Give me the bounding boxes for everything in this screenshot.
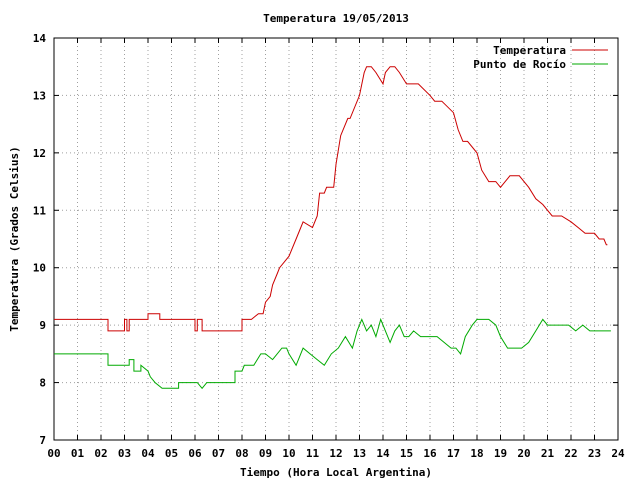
x-tick-label: 01 xyxy=(71,447,85,460)
x-tick-label: 11 xyxy=(306,447,320,460)
series-line-temperatura xyxy=(54,66,608,332)
x-tick-label: 09 xyxy=(259,447,272,460)
plot-frame xyxy=(53,37,619,441)
x-tick-label: 12 xyxy=(329,447,342,460)
x-tick-label: 10 xyxy=(282,447,295,460)
x-tick-label: 07 xyxy=(212,447,225,460)
y-tick-label: 13 xyxy=(33,89,46,102)
x-tick-label: 16 xyxy=(423,447,437,460)
x-tick-label: 14 xyxy=(376,447,390,460)
x-tick-label: 02 xyxy=(94,447,107,460)
y-tick-label: 14 xyxy=(33,32,47,45)
x-tick-label: 21 xyxy=(541,447,555,460)
y-tick-label: 8 xyxy=(39,377,46,390)
x-tick-label: 20 xyxy=(517,447,530,460)
x-tick-label: 15 xyxy=(400,447,413,460)
legend-label: Temperatura xyxy=(493,44,566,57)
series-lines xyxy=(54,66,611,390)
x-tick-label: 17 xyxy=(447,447,460,460)
x-tick-label: 13 xyxy=(353,447,366,460)
x-tick-label: 05 xyxy=(165,447,178,460)
y-tick-label: 9 xyxy=(39,319,46,332)
x-axis-label: Tiempo (Hora Local Argentina) xyxy=(240,466,432,479)
x-tick-label: 04 xyxy=(141,447,155,460)
x-tick-label: 24 xyxy=(611,447,625,460)
x-tick-label: 23 xyxy=(588,447,601,460)
y-tick-label: 12 xyxy=(33,147,46,160)
series-line-punto-de-rocio xyxy=(54,317,611,390)
y-tick-label: 11 xyxy=(33,204,47,217)
chart-title: Temperatura 19/05/2013 xyxy=(263,12,409,25)
x-tick-label: 22 xyxy=(564,447,577,460)
y-axis-label: Temperatura (Grados Celsius) xyxy=(8,146,21,331)
legend-label: Punto de Rocío xyxy=(473,58,566,71)
y-tick-label: 10 xyxy=(33,262,46,275)
grid-lines xyxy=(54,38,618,440)
tick-labels: 00 01 02 03 04 05 06 07 08 09 10 11 12 13 14 15 16 17 18 19… xyxy=(33,32,625,460)
x-tick-label: 19 xyxy=(494,447,507,460)
x-tick-label: 18 xyxy=(470,447,483,460)
y-tick-label: 7 xyxy=(39,434,46,447)
tick-marks xyxy=(53,37,619,441)
x-tick-label: 08 xyxy=(235,447,248,460)
x-tick-label: 03 xyxy=(118,447,131,460)
x-tick-label: 06 xyxy=(188,447,202,460)
x-tick-label: 00 xyxy=(47,447,60,460)
